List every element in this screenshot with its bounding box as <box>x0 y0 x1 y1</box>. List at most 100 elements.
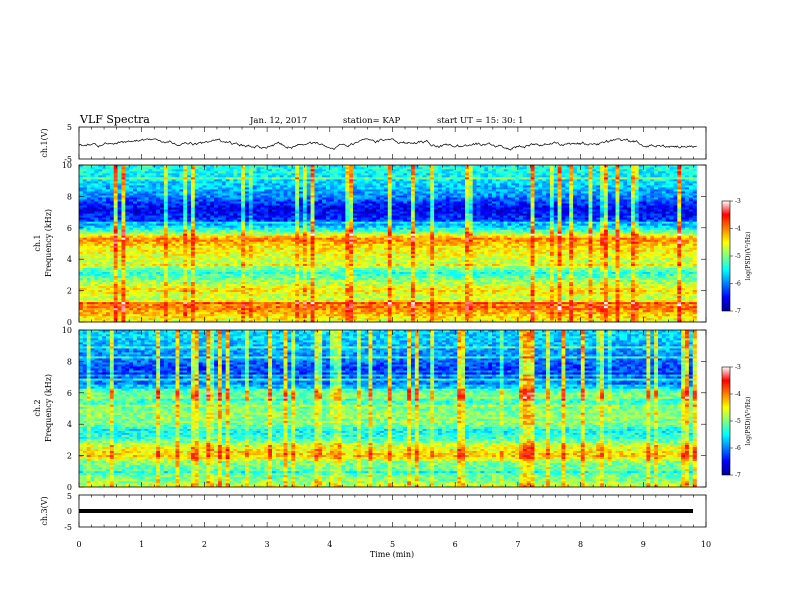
spectrogram-cell <box>611 317 616 321</box>
spectrogram-cell <box>206 313 211 317</box>
spectrogram-cell <box>441 291 446 295</box>
spectrogram-cell <box>314 317 319 321</box>
spectrogram-cell <box>607 295 612 299</box>
spectrogram-cell <box>573 271 578 274</box>
spectrogram-cell <box>252 299 257 303</box>
spectrogram-cell <box>268 265 273 268</box>
spectrogram-cell <box>306 281 311 284</box>
spectrogram-cell <box>457 271 462 274</box>
spectrogram-cell <box>148 273 153 276</box>
spectrogram-cell <box>584 265 589 268</box>
spectrogram-cell <box>511 281 516 284</box>
spectrogram-cell <box>326 259 331 262</box>
spectrogram-cell <box>434 307 439 311</box>
spectrogram-cell <box>214 317 219 321</box>
spectrogram-cell <box>476 271 481 274</box>
spectrogram-cell <box>507 271 512 274</box>
spectrogram-cell <box>102 285 107 289</box>
spectrogram-cell <box>79 311 84 315</box>
spectrogram-cell <box>472 279 477 282</box>
spectrogram-cell <box>665 309 670 313</box>
spectrogram-cell <box>441 311 446 315</box>
spectrogram-cell <box>465 317 470 321</box>
spectrogram-cell <box>302 317 307 321</box>
spectrogram-cell <box>449 277 454 280</box>
spectrogram-cell <box>530 299 535 303</box>
spectrogram-cell <box>329 277 335 280</box>
spectrogram-cell <box>630 263 636 266</box>
spectrogram-cell <box>673 263 678 266</box>
spectrogram-cell <box>129 279 134 282</box>
spectrogram-cell <box>349 317 354 321</box>
spectrogram-cell <box>210 271 215 274</box>
spectrogram-cell <box>90 305 95 309</box>
spectrogram-cell <box>569 307 574 311</box>
spectrogram-cell <box>426 279 431 282</box>
spectrogram-cell <box>283 293 288 297</box>
spectrogram-cell <box>549 315 555 319</box>
spectrogram-cell <box>519 309 524 313</box>
spectrogram-cell <box>522 293 528 297</box>
spectrogram-cell <box>677 263 682 266</box>
spectrogram-cell <box>557 269 562 272</box>
spectrogram-cell <box>457 295 462 299</box>
spectrogram-cell <box>109 279 114 282</box>
spectrogram-cell <box>596 261 601 264</box>
spectrogram-cell <box>356 259 362 262</box>
spectrogram-cell <box>260 263 265 266</box>
spectrogram-cell <box>434 279 439 282</box>
spectrogram-cell <box>175 297 180 301</box>
spectrogram-cell <box>573 291 578 295</box>
spectrogram-cell <box>368 289 373 293</box>
spectrogram-cell <box>522 267 528 270</box>
spectrogram-cell <box>403 281 408 284</box>
spectrogram-cell <box>391 273 396 276</box>
spectrogram-cell <box>244 295 250 299</box>
spectrogram-cell <box>515 297 520 301</box>
spectrogram-cell <box>646 287 651 291</box>
spectrogram-cell <box>488 293 493 297</box>
spectrogram-cell <box>171 303 176 307</box>
spectrogram-cell <box>484 277 489 280</box>
spectrogram-cell <box>615 287 620 291</box>
spectrogram-cell <box>133 287 138 291</box>
spectrogram-cell <box>198 259 203 262</box>
spectrogram-cell <box>449 293 454 297</box>
spectrogram-cell <box>106 309 111 313</box>
spectrogram-cell <box>677 307 682 311</box>
spectrogram-cell <box>206 303 211 307</box>
spectrogram-cell <box>638 279 643 282</box>
spectrogram-cell <box>152 313 157 317</box>
spectrogram-cell <box>326 293 331 297</box>
spectrogram-cell <box>194 277 199 280</box>
spectrogram-cell <box>634 311 639 315</box>
spectrogram-cell <box>673 271 678 274</box>
spectrogram-cell <box>136 265 142 268</box>
spectrogram-cell <box>588 279 593 282</box>
spectrogram-cell <box>214 281 219 284</box>
spectrogram-cell <box>349 293 354 297</box>
spectrogram-cell <box>441 315 446 319</box>
spectrogram-cell <box>499 281 504 284</box>
spectrogram-cell <box>210 283 215 287</box>
spectrogram-cell <box>434 295 439 299</box>
spectrogram-cell <box>229 291 234 295</box>
spectrogram-cell <box>600 279 605 282</box>
spectrogram-cell <box>113 267 118 270</box>
spectrogram-cell <box>272 287 277 291</box>
spectrogram-cell <box>79 277 84 280</box>
spectrogram-cell <box>634 273 639 276</box>
spectrogram-cell <box>356 293 362 297</box>
spectrogram-cell <box>441 269 446 272</box>
spectrogram-cell <box>600 271 605 274</box>
spectrogram-cell <box>584 267 589 270</box>
spectrogram-cell <box>202 261 207 264</box>
spectrogram-cell <box>121 315 126 319</box>
spectrogram-cell <box>584 299 589 303</box>
spectrogram-cell <box>310 259 315 262</box>
spectrogram-cell <box>256 273 261 276</box>
spectrogram-cell <box>210 291 215 295</box>
spectrogram-cell <box>395 277 400 280</box>
spectrogram-cell <box>237 275 242 278</box>
spectrogram-cell <box>237 281 242 284</box>
